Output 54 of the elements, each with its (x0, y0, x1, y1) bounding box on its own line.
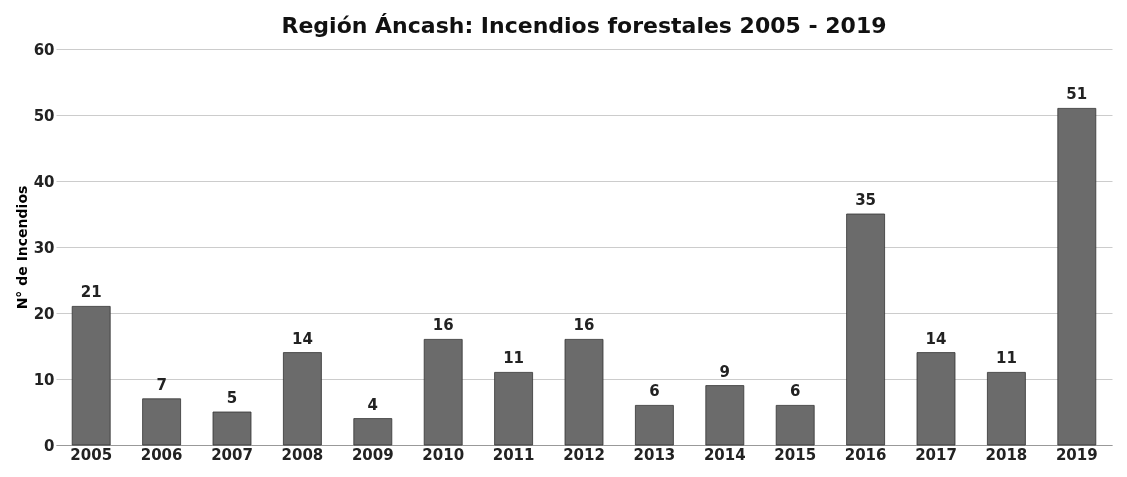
data-label: 51 (1066, 85, 1088, 104)
data-label: 21 (80, 283, 102, 302)
bar (283, 352, 322, 446)
bar (494, 372, 533, 446)
bar (987, 372, 1026, 446)
x-tick-label: 2010 (422, 445, 465, 464)
y-tick-label: 50 (33, 106, 55, 125)
data-label: 9 (719, 362, 731, 381)
bar (705, 385, 745, 446)
y-tick-label: 20 (33, 304, 55, 323)
data-label: 35 (855, 191, 877, 209)
bar (1057, 108, 1097, 446)
data-label: 6 (649, 382, 660, 401)
y-tick-label: 60 (33, 40, 55, 59)
y-tick-label: 0 (44, 436, 55, 455)
x-tick-label: 2019 (1055, 445, 1098, 464)
bar (564, 339, 604, 446)
y-axis-title: N° de Incendios (13, 185, 30, 310)
bar (423, 339, 463, 446)
data-label: 14 (291, 329, 313, 348)
data-label: 6 (789, 382, 801, 401)
bar (635, 405, 674, 446)
bar (212, 411, 252, 446)
data-label: 16 (573, 316, 595, 335)
bar (353, 418, 393, 446)
x-tick-label: 2017 (915, 445, 957, 464)
chart-title: Región Áncash: Incendios forestales 2005 - 2019 (281, 13, 887, 38)
x-tick-label: 2012 (563, 445, 605, 464)
data-label: 11 (503, 349, 525, 368)
x-tick-label: 2014 (703, 445, 746, 464)
x-tick-label: 2009 (351, 445, 394, 464)
data-label: 7 (156, 375, 167, 394)
x-tick-label: 2006 (140, 445, 183, 464)
bar (846, 213, 885, 446)
data-label: 16 (432, 316, 454, 335)
x-tick-label: 2013 (633, 445, 676, 464)
bar (142, 398, 181, 446)
bar (916, 352, 956, 446)
x-tick-label: 2007 (211, 445, 253, 464)
y-tick-label: 10 (33, 370, 55, 389)
data-label: 14 (925, 329, 947, 348)
bar (775, 405, 815, 446)
y-tick-label: 30 (33, 238, 55, 257)
data-label: 4 (367, 395, 379, 414)
x-tick-label: 2016 (844, 445, 887, 464)
x-tick-label: 2018 (985, 445, 1028, 464)
bar (71, 306, 111, 446)
y-tick-label: 40 (33, 172, 55, 191)
data-label: 11 (995, 349, 1017, 368)
x-tick-label: 2005 (70, 445, 113, 464)
x-tick-label: 2011 (492, 445, 535, 464)
x-tick-label: 2008 (281, 445, 324, 464)
x-tick-label: 2015 (774, 445, 817, 464)
data-label: 5 (226, 389, 238, 407)
